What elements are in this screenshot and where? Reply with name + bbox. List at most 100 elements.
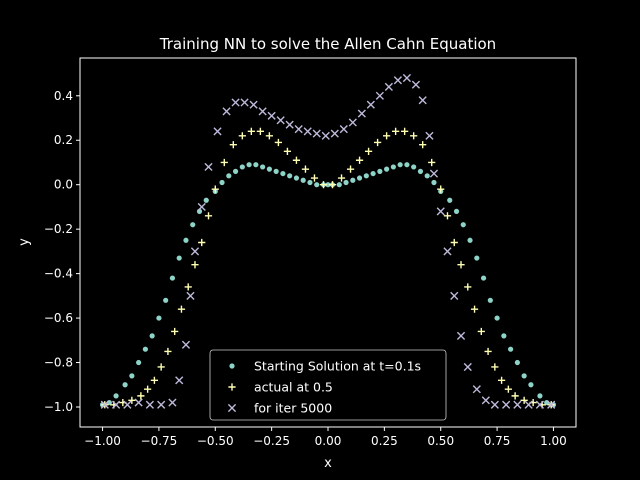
y-tick-label: 0.0 [54,178,73,192]
data-point-x [100,400,109,409]
y-axis-ticks: −1.0 −0.8 −0.6 −0.4 −0.2 0.0 0.2 0.4 [44,89,80,414]
data-point-x [303,127,312,136]
data-point-x [443,247,452,256]
data-point-plus [238,132,246,140]
data-point-circle [377,168,383,174]
data-point-x [197,202,206,212]
data-point-plus [428,158,436,167]
data-point-x [181,340,191,349]
data-point-plus [177,305,186,313]
data-point-circle [203,197,209,203]
data-point-plus [319,181,328,189]
plot-border [79,57,577,428]
data-point-circle [528,382,534,388]
data-point-x [384,82,393,91]
x-tick-label: −0.75 [141,434,178,448]
data-point-x [547,400,556,409]
chart-title: Training NN to solve the Allen Cahn Equa… [159,35,496,53]
data-point-x [502,400,511,409]
x-tick-label: 0.75 [484,434,511,448]
data-point-circle [273,168,279,174]
series-1 [99,162,557,408]
x-tick-label: 0.25 [371,434,398,448]
data-point-x [357,109,366,118]
data-point-plus [491,363,499,371]
data-point-plus [477,327,485,336]
data-point-x [186,291,195,300]
data-point-x [294,125,303,134]
data-point-plus [164,347,172,356]
data-point-circle [246,162,252,168]
data-point-x [321,131,330,140]
x-tick-label: −0.50 [197,434,234,448]
data-point-x [276,116,285,125]
data-point-plus [144,385,152,393]
y-tick-label: 0.4 [54,89,73,103]
data-point-x [111,400,121,409]
data-point-circle [239,164,245,170]
data-point-plus [470,305,479,313]
series-2 [101,127,555,409]
x-tick-label: 1.00 [540,434,567,448]
data-point-circle [129,373,135,379]
data-point-x [411,80,421,89]
data-point-x [213,127,222,136]
data-point-plus [301,165,310,173]
data-point-plus [150,376,158,384]
data-point-circle [266,166,272,172]
x-axis-ticks: −1.00 −0.75 −0.50 −0.25 0.00 0.25 0.50 0.75 1.00 [84,427,567,448]
data-point-circle [300,177,306,183]
data-point-circle [424,173,430,179]
data-points [99,73,557,409]
data-point-plus [419,141,427,149]
data-point-circle [226,173,232,179]
data-point-x [393,76,402,85]
data-point-plus [157,363,165,371]
data-point-x [339,125,348,134]
data-point-plus [484,347,492,356]
y-tick-label: −0.6 [44,311,73,325]
data-point-x [436,207,445,216]
legend-label: Starting Solution at t=0.1s [254,359,421,374]
data-point-x [456,331,466,340]
data-point-circle [404,162,410,168]
data-point-plus [292,156,301,164]
data-point-circle [293,175,300,181]
data-point-plus [511,392,519,400]
data-point-circle [411,164,417,170]
data-point-circle [232,168,239,174]
data-point-plus [283,147,292,155]
data-point-x [425,131,434,140]
data-point-plus [310,174,319,182]
data-point-circle [467,237,473,243]
data-point-plus [171,327,179,336]
data-point-circle [122,382,128,388]
data-point-plus [247,127,255,135]
data-point-plus [198,238,206,247]
x-tick-label: 0.50 [427,434,454,448]
data-point-circle [350,177,356,183]
data-point-circle [163,297,169,303]
data-point-circle [474,255,480,261]
y-tick-label: 0.2 [54,133,73,147]
data-point-x [513,400,522,409]
data-point-x [312,129,321,138]
data-point-circle [280,170,286,177]
data-point-circle [397,162,403,168]
data-point-plus [346,165,355,173]
data-point-x [267,111,276,120]
data-point-circle [514,359,520,366]
x-tick-label: −0.25 [253,434,290,448]
data-point-x [463,362,472,372]
data-point-circle [149,333,155,339]
data-point-circle [169,275,176,281]
data-point-plus [184,283,192,291]
data-point-circle [487,297,493,303]
data-point-plus [337,174,346,182]
data-point-plus [498,376,506,384]
data-point-plus [450,238,458,247]
data-point-x [418,96,427,105]
data-point-plus [137,392,145,400]
data-point-plus [364,147,373,155]
